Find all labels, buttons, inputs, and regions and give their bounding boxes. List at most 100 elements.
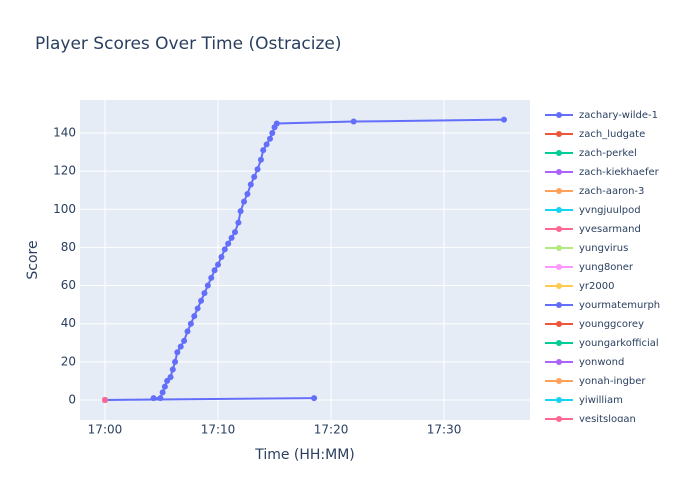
data-point xyxy=(237,208,244,215)
data-point xyxy=(169,366,176,373)
legend-label: yung8oner xyxy=(579,262,634,273)
chart-title: Player Scores Over Time (Ostracize) xyxy=(35,34,342,54)
legend[interactable]: zachary-wilde-1 zach_ludgate zach-perkel za… xyxy=(545,110,660,425)
legend-marker xyxy=(556,131,562,137)
legend-label: zachary-wilde-1 xyxy=(579,110,658,121)
y-axis-title: Score xyxy=(25,240,41,279)
legend-label: zach-aaron-3 xyxy=(579,186,644,197)
legend-label: zach_ludgate xyxy=(579,129,645,140)
y-tick-label: 0 xyxy=(68,392,76,406)
grid xyxy=(80,100,530,420)
data-point xyxy=(181,337,188,344)
legend-marker xyxy=(556,359,562,365)
data-point xyxy=(269,129,276,136)
legend-item[interactable]: yr2000 xyxy=(545,281,614,292)
legend-item[interactable]: yonwond xyxy=(545,357,624,368)
data-point xyxy=(198,297,205,304)
legend-label: zach-kiekhaefer xyxy=(579,167,660,178)
data-point xyxy=(263,141,270,148)
legend-item[interactable]: zach-perkel xyxy=(545,148,637,159)
legend-marker xyxy=(556,207,562,213)
legend-item[interactable]: zachary-wilde-1 xyxy=(545,110,658,121)
legend-item[interactable]: zach_ludgate xyxy=(545,129,645,140)
data-point xyxy=(257,156,264,163)
legend-item[interactable]: younggcorey xyxy=(545,319,644,330)
plot-area xyxy=(80,100,530,420)
legend-marker xyxy=(556,378,562,384)
legend-marker xyxy=(556,283,562,289)
series-line xyxy=(104,397,315,401)
legend-item[interactable]: zach-aaron-3 xyxy=(545,186,644,197)
data-point xyxy=(177,343,184,350)
legend-item[interactable]: yiwilliam xyxy=(545,395,623,406)
data-point xyxy=(311,395,318,402)
data-point xyxy=(208,274,215,281)
legend-item[interactable]: yesitslogan xyxy=(545,414,636,425)
legend-marker xyxy=(556,340,562,346)
legend-item[interactable]: yvesarmand xyxy=(545,224,641,235)
data-point xyxy=(221,246,228,253)
legend-item[interactable]: zach-kiekhaefer xyxy=(545,167,660,178)
data-point xyxy=(167,374,174,381)
legend-item[interactable]: yonah-ingber xyxy=(545,376,646,387)
legend-item[interactable]: yourmatemurph xyxy=(545,300,660,311)
legend-item[interactable]: yungvirus xyxy=(545,243,628,254)
data-point xyxy=(218,253,225,260)
data-point xyxy=(260,147,267,154)
data-point xyxy=(231,229,238,236)
data-point xyxy=(273,120,280,127)
legend-item[interactable]: yung8oner xyxy=(545,262,634,273)
legend-marker xyxy=(556,245,562,251)
x-tick-label: 17:10 xyxy=(201,423,236,437)
y-tick-label: 80 xyxy=(61,240,76,254)
y-tick-label: 60 xyxy=(61,278,76,292)
legend-label: yesitslogan xyxy=(579,414,636,425)
legend-label: yungvirus xyxy=(579,243,628,254)
data-point xyxy=(241,198,248,205)
data-point xyxy=(191,313,198,320)
legend-label: yvngjuulpod xyxy=(579,205,641,216)
legend-item[interactable]: youngarkofficial xyxy=(545,338,659,349)
legend-label: zach-perkel xyxy=(579,148,637,159)
data-point xyxy=(215,261,222,268)
legend-marker xyxy=(556,416,562,422)
legend-item[interactable]: yvngjuulpod xyxy=(545,205,641,216)
legend-marker xyxy=(556,112,562,118)
data-point xyxy=(228,234,235,241)
legend-marker xyxy=(556,169,562,175)
plot xyxy=(101,116,508,403)
data-point xyxy=(501,116,508,123)
legend-label: younggcorey xyxy=(579,319,644,330)
legend-marker xyxy=(556,397,562,403)
legend-label: yourmatemurph xyxy=(579,300,660,311)
data-point xyxy=(235,219,242,226)
data-point xyxy=(211,267,218,274)
data-point xyxy=(184,328,191,335)
x-tick-label: 17:30 xyxy=(427,423,462,437)
y-tick-label: 40 xyxy=(61,316,76,330)
data-point xyxy=(101,396,108,403)
data-point xyxy=(247,181,254,188)
legend-label: yonwond xyxy=(579,357,624,368)
legend-label: yonah-ingber xyxy=(579,376,646,387)
data-point xyxy=(201,290,208,297)
legend-marker xyxy=(556,302,562,308)
data-point xyxy=(254,166,261,173)
y-tick-label: 140 xyxy=(53,125,76,139)
data-point xyxy=(159,389,166,396)
data-point xyxy=(267,135,274,142)
y-tick-label: 100 xyxy=(53,202,76,216)
y-tick-label: 20 xyxy=(61,354,76,368)
x-tick-label: 17:00 xyxy=(88,423,123,437)
y-tick-label: 120 xyxy=(53,164,76,178)
x-tick-label: 17:20 xyxy=(314,423,349,437)
x-axis-title: Time (HH:MM) xyxy=(254,447,355,463)
legend-marker xyxy=(556,188,562,194)
legend-marker xyxy=(556,321,562,327)
legend-marker xyxy=(556,150,562,156)
data-point xyxy=(161,383,168,390)
legend-label: yr2000 xyxy=(579,281,614,292)
data-point xyxy=(172,358,179,365)
legend-label: youngarkofficial xyxy=(579,338,659,349)
